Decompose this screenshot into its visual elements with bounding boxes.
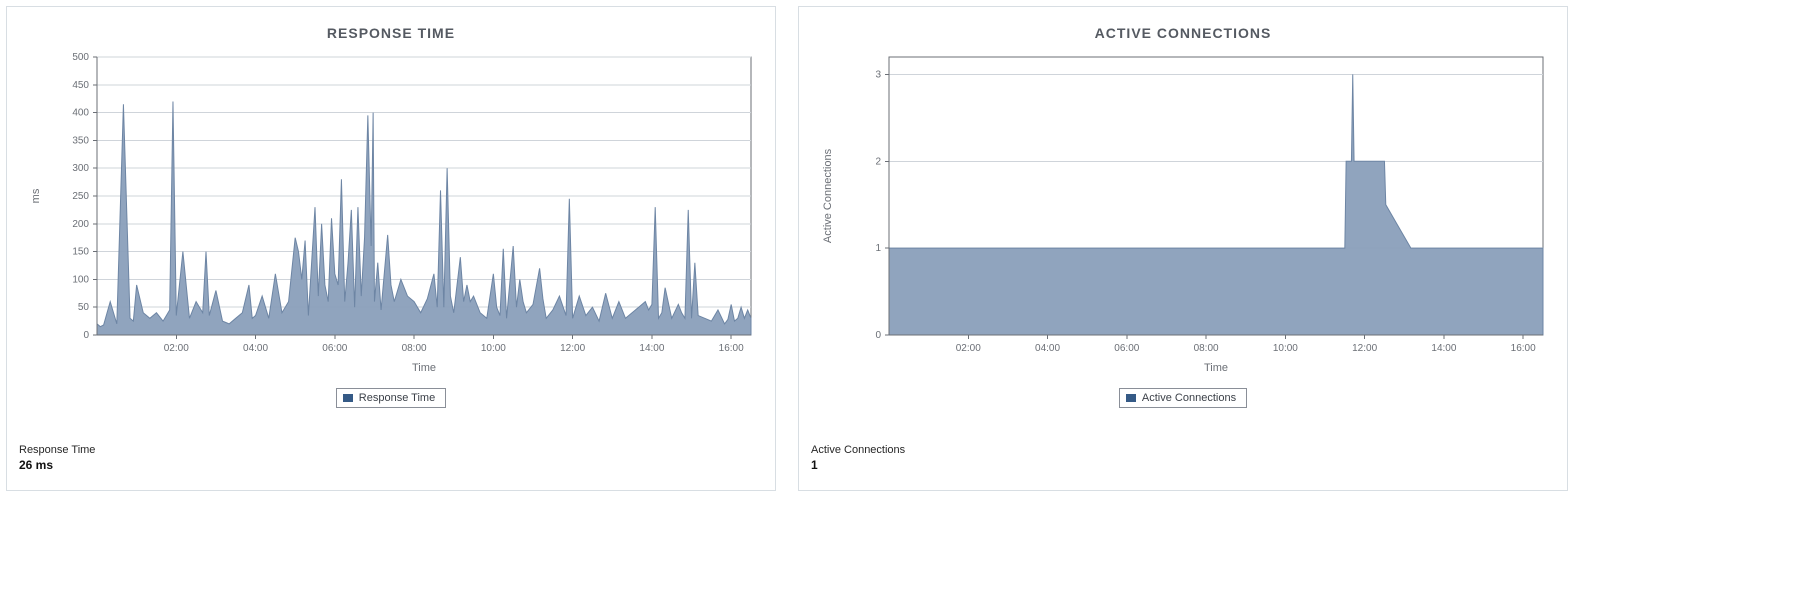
- response-time-footer-value: 26 ms: [19, 458, 763, 472]
- svg-text:150: 150: [72, 247, 89, 258]
- svg-text:Time: Time: [1204, 362, 1228, 374]
- svg-text:400: 400: [72, 108, 89, 119]
- svg-text:0: 0: [875, 330, 881, 341]
- svg-text:200: 200: [72, 219, 89, 230]
- svg-text:04:00: 04:00: [243, 343, 268, 354]
- svg-text:350: 350: [72, 135, 89, 146]
- svg-text:ms: ms: [30, 188, 42, 203]
- svg-text:2: 2: [875, 156, 881, 167]
- svg-text:16:00: 16:00: [719, 343, 744, 354]
- svg-text:1: 1: [875, 243, 881, 254]
- response-time-legend: Response Time: [336, 388, 446, 408]
- svg-text:06:00: 06:00: [1114, 343, 1139, 354]
- active-connections-svg: 0 1 2 3 02:00 04:00 06:00 08:00 10:00 12:00 14:00 1…: [811, 49, 1555, 379]
- svg-text:300: 300: [72, 163, 89, 174]
- response-time-svg: 0 50 100 150 200 250 300 350 400 450 500 02:00 04:00…: [19, 49, 763, 379]
- svg-text:250: 250: [72, 191, 89, 202]
- svg-text:14:00: 14:00: [639, 343, 664, 354]
- svg-text:10:00: 10:00: [481, 343, 506, 354]
- response-time-title: RESPONSE TIME: [19, 25, 763, 41]
- svg-text:100: 100: [72, 274, 89, 285]
- active-connections-panel: ACTIVE CONNECTIONS 0 1 2 3 02:00 04:00 06:00 08…: [798, 6, 1568, 491]
- svg-text:10:00: 10:00: [1273, 343, 1298, 354]
- svg-text:16:00: 16:00: [1511, 343, 1536, 354]
- svg-text:500: 500: [72, 52, 89, 63]
- svg-text:04:00: 04:00: [1035, 343, 1060, 354]
- response-time-panel: RESPONSE TIME 0 50 100 150 200 250 300 350 400 45…: [6, 6, 776, 491]
- active-connections-legend-label: Active Connections: [1142, 392, 1236, 404]
- svg-text:02:00: 02:00: [164, 343, 189, 354]
- svg-text:14:00: 14:00: [1431, 343, 1456, 354]
- svg-text:3: 3: [875, 69, 881, 80]
- active-connections-footer-label: Active Connections: [811, 444, 1555, 456]
- active-connections-chart: 0 1 2 3 02:00 04:00 06:00 08:00 10:00 12:00 14:00 1…: [811, 49, 1555, 384]
- active-connections-footer-value: 1: [811, 458, 1555, 472]
- svg-text:50: 50: [78, 302, 90, 313]
- svg-text:450: 450: [72, 80, 89, 91]
- svg-text:08:00: 08:00: [402, 343, 427, 354]
- active-connections-title: ACTIVE CONNECTIONS: [811, 25, 1555, 41]
- svg-text:06:00: 06:00: [322, 343, 347, 354]
- svg-text:08:00: 08:00: [1194, 343, 1219, 354]
- area-icon: [343, 394, 353, 402]
- active-connections-legend: Active Connections: [1119, 388, 1247, 408]
- dashboard: RESPONSE TIME 0 50 100 150 200 250 300 350 400 45…: [0, 0, 1807, 497]
- svg-text:12:00: 12:00: [1352, 343, 1377, 354]
- response-time-footer-label: Response Time: [19, 444, 763, 456]
- response-time-legend-label: Response Time: [359, 392, 435, 404]
- svg-text:Active Connections: Active Connections: [822, 148, 834, 243]
- svg-text:12:00: 12:00: [560, 343, 585, 354]
- svg-text:0: 0: [83, 330, 89, 341]
- area-icon: [1126, 394, 1136, 402]
- svg-text:Time: Time: [412, 362, 436, 374]
- response-time-chart: 0 50 100 150 200 250 300 350 400 450 500 02:00 04:00…: [19, 49, 763, 384]
- svg-text:02:00: 02:00: [956, 343, 981, 354]
